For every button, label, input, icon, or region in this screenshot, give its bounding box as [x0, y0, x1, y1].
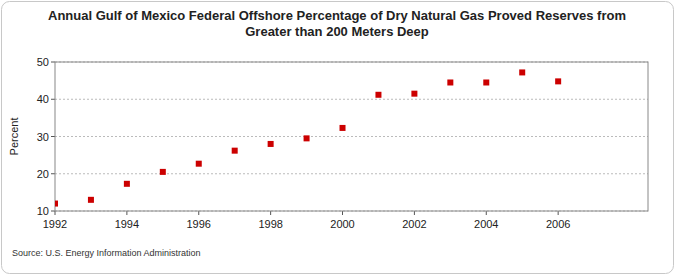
point — [447, 79, 453, 85]
point — [124, 181, 130, 187]
y-tick — [51, 211, 55, 212]
plot-frame — [55, 62, 648, 211]
x-tick-label: 2006 — [546, 218, 570, 230]
points — [55, 69, 561, 206]
y-tick — [51, 62, 55, 63]
point — [196, 161, 202, 167]
source: Source: U.S. Energy Information Administ… — [12, 248, 201, 258]
x-tick — [126, 211, 127, 215]
x-tick — [198, 211, 199, 215]
grid-line — [55, 99, 648, 100]
x-tick-label: 1992 — [43, 218, 67, 230]
x-tick-label: 2004 — [474, 218, 498, 230]
y-tick — [51, 99, 55, 100]
x-tick — [414, 211, 415, 215]
title-line: Greater than 200 Meters Deep — [245, 24, 429, 39]
point — [268, 141, 274, 147]
x-tick-label: 2000 — [330, 218, 354, 230]
point — [411, 91, 417, 97]
x-tick — [558, 211, 559, 215]
x-tick — [486, 211, 487, 215]
x-tick-label: 1994 — [115, 218, 139, 230]
y-tick-label: 30 — [37, 131, 49, 143]
y-tick-label: 50 — [37, 56, 49, 68]
point — [160, 169, 166, 175]
y-tick-label: 20 — [37, 168, 49, 180]
y-tick-label: 10 — [37, 205, 49, 217]
y-tick — [51, 136, 55, 137]
point — [55, 201, 58, 207]
point — [519, 69, 525, 75]
y-tick-label: 40 — [37, 93, 49, 105]
x-tick-label: 1998 — [258, 218, 282, 230]
title: Annual Gulf of Mexico Federal Offshore P… — [48, 8, 626, 39]
grid-line — [55, 136, 648, 137]
background — [2, 2, 674, 274]
y-tick — [51, 173, 55, 174]
point — [555, 78, 561, 84]
x-tick — [342, 211, 343, 215]
x-tick — [55, 211, 56, 215]
grid-line — [55, 173, 648, 174]
point — [375, 92, 381, 98]
point — [340, 125, 346, 131]
title-line: Annual Gulf of Mexico Federal Offshore P… — [48, 8, 626, 23]
x-tick-label: 1996 — [187, 218, 211, 230]
x-tick-label: 2002 — [402, 218, 426, 230]
point — [483, 79, 489, 85]
point — [232, 148, 238, 154]
chart: Annual Gulf of Mexico Federal Offshore P… — [0, 0, 675, 275]
x-tick — [270, 211, 271, 215]
point — [88, 197, 94, 203]
y-axis-label: Percent — [8, 118, 20, 156]
point — [304, 135, 310, 141]
